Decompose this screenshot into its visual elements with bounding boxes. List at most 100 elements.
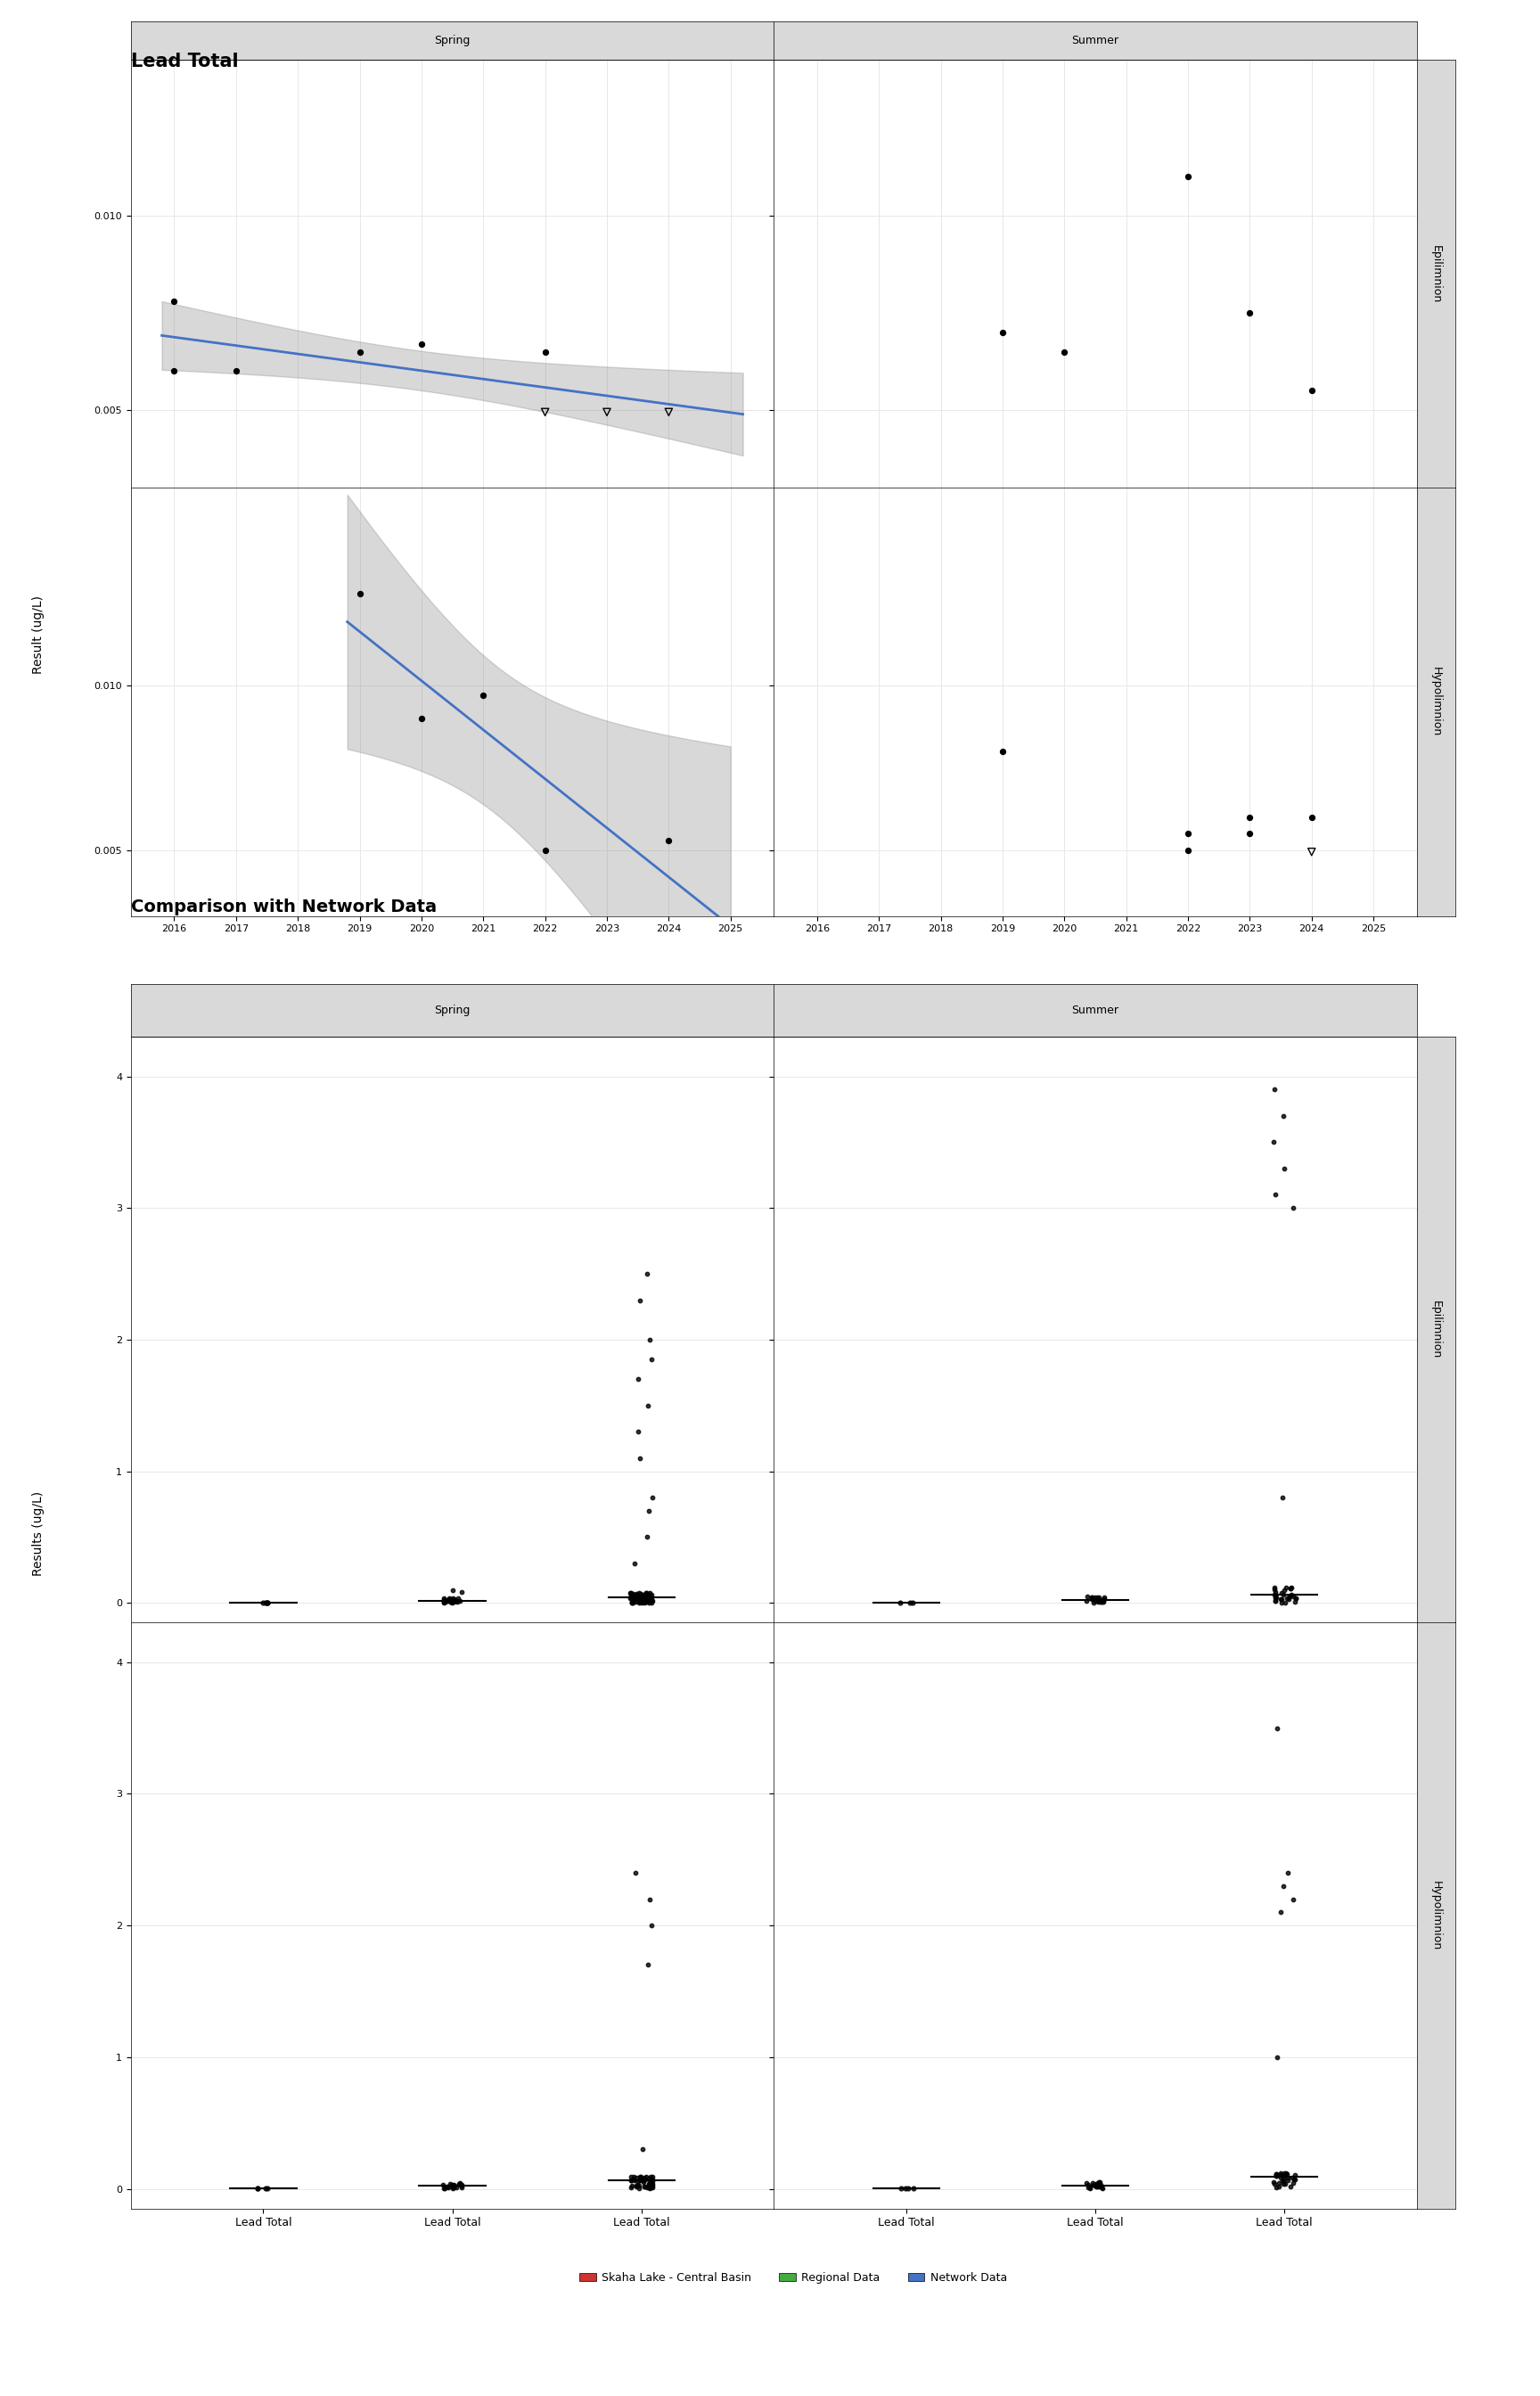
Point xyxy=(627,1282,651,1320)
Point xyxy=(448,2166,473,2204)
Point xyxy=(639,2166,664,2204)
Point xyxy=(630,1584,654,1622)
Point xyxy=(1238,815,1263,853)
Point xyxy=(1272,2154,1297,2192)
Point xyxy=(1272,2164,1297,2202)
Point xyxy=(1280,2159,1304,2197)
Point xyxy=(624,1584,648,1622)
Point xyxy=(628,1584,653,1622)
Point xyxy=(1089,1581,1113,1620)
Point xyxy=(639,1581,664,1620)
Point xyxy=(619,1577,644,1615)
Point xyxy=(256,1584,280,1622)
Point xyxy=(1086,2164,1110,2202)
Point xyxy=(636,1579,661,1617)
Point xyxy=(1278,2166,1303,2204)
Point xyxy=(1264,2039,1289,2077)
Point xyxy=(634,1579,659,1617)
Point xyxy=(641,1478,665,1517)
Point xyxy=(634,2168,659,2207)
Point xyxy=(631,1584,656,1622)
Point xyxy=(439,1584,464,1622)
Point xyxy=(1089,2166,1113,2204)
Point xyxy=(448,2166,473,2204)
Point xyxy=(1263,2166,1287,2204)
Point xyxy=(619,1577,644,1615)
Point xyxy=(899,1584,924,1622)
Point xyxy=(622,1577,647,1615)
Point xyxy=(440,1584,465,1622)
Point xyxy=(1274,1569,1298,1608)
Point xyxy=(1086,1581,1110,1620)
Point xyxy=(431,2168,456,2207)
Point xyxy=(1261,1569,1286,1608)
Point xyxy=(1272,2159,1297,2197)
Point xyxy=(1270,2166,1295,2204)
Point xyxy=(254,1584,279,1622)
Point xyxy=(433,1584,457,1622)
Point xyxy=(162,283,186,321)
Point xyxy=(628,1584,653,1622)
Text: Results (ug/L): Results (ug/L) xyxy=(32,1490,45,1577)
Point xyxy=(636,2166,661,2204)
Point xyxy=(431,1581,456,1620)
Point xyxy=(639,1581,664,1620)
Point xyxy=(1080,2164,1104,2202)
Point xyxy=(641,2159,665,2197)
Point xyxy=(1080,1579,1104,1617)
Point xyxy=(639,1577,664,1615)
Point xyxy=(223,352,248,391)
Point xyxy=(440,2168,465,2207)
Point xyxy=(1078,2168,1103,2207)
Point xyxy=(1280,1569,1304,1608)
Point xyxy=(636,2159,661,2197)
Point xyxy=(1283,1579,1307,1617)
Point xyxy=(639,2159,664,2197)
Point xyxy=(1075,1577,1100,1615)
Point xyxy=(440,1572,465,1610)
Point xyxy=(1267,2159,1292,2197)
Point xyxy=(1078,2168,1103,2207)
Point xyxy=(627,1579,651,1617)
Point xyxy=(253,2168,277,2207)
Point xyxy=(1300,834,1324,872)
Point xyxy=(1073,2164,1098,2202)
Point xyxy=(636,1387,661,1426)
Point xyxy=(631,1579,656,1617)
Point xyxy=(445,1581,470,1620)
Point xyxy=(1263,1577,1287,1615)
Point xyxy=(1080,1579,1104,1617)
Point xyxy=(633,2159,658,2197)
Point xyxy=(619,1584,644,1622)
Point xyxy=(895,2168,919,2207)
Point xyxy=(624,2168,648,2207)
Point xyxy=(1086,1579,1110,1617)
Point xyxy=(631,2159,656,2197)
Point xyxy=(450,2168,474,2207)
Point xyxy=(633,1574,658,1613)
Point xyxy=(1080,1581,1104,1620)
Point xyxy=(431,1584,456,1622)
Point xyxy=(440,1579,465,1617)
Point xyxy=(889,1584,913,1622)
Point xyxy=(619,2168,644,2207)
Point xyxy=(1278,1569,1303,1608)
Point xyxy=(437,2164,462,2202)
Point xyxy=(621,1581,645,1620)
Point xyxy=(1278,1569,1303,1608)
Point xyxy=(348,333,373,371)
Point xyxy=(1263,1577,1287,1615)
Point xyxy=(245,2168,270,2207)
Point xyxy=(638,2168,662,2207)
Point xyxy=(1275,2161,1300,2200)
Point xyxy=(1261,1071,1286,1109)
Point xyxy=(1275,2154,1300,2192)
Point xyxy=(1090,1581,1115,1620)
Point xyxy=(1266,2164,1291,2202)
Point xyxy=(624,2166,648,2204)
Point xyxy=(625,1579,650,1617)
Point xyxy=(634,1574,659,1613)
Point xyxy=(410,326,434,364)
Point xyxy=(433,2168,457,2207)
Point xyxy=(631,1577,656,1615)
